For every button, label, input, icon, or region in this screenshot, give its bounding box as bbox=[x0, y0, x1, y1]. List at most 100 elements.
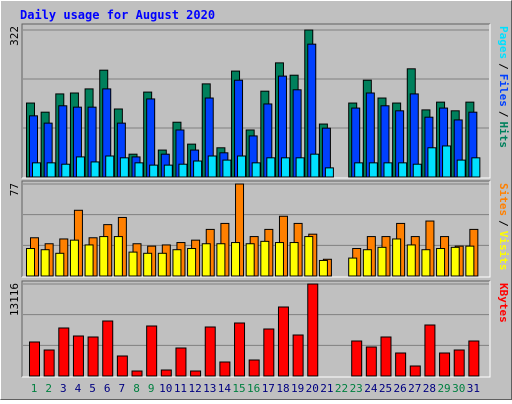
bar bbox=[134, 162, 144, 178]
bar bbox=[354, 162, 364, 178]
bar bbox=[187, 248, 197, 277]
bar bbox=[406, 244, 416, 277]
panel-edge-light bbox=[22, 181, 491, 278]
bar bbox=[201, 243, 211, 277]
legend-separator: / bbox=[497, 111, 510, 118]
bar bbox=[32, 162, 41, 178]
legend: Pages / Files / Hits bbox=[497, 26, 510, 148]
x-tick-label: 13 bbox=[203, 382, 216, 395]
bar bbox=[237, 155, 247, 178]
bar bbox=[453, 349, 465, 377]
legend-entry: KBytes bbox=[497, 283, 510, 323]
bar bbox=[380, 336, 392, 377]
bar bbox=[292, 334, 304, 377]
x-tick-label: 20 bbox=[306, 382, 319, 395]
bar bbox=[119, 157, 129, 178]
x-tick-label: 26 bbox=[394, 382, 407, 395]
bar bbox=[383, 162, 393, 178]
panel-edge-dark bbox=[21, 23, 490, 178]
x-tick-label: 25 bbox=[379, 382, 392, 395]
x-tick-label: 19 bbox=[291, 382, 304, 395]
bar bbox=[274, 242, 284, 277]
bar bbox=[143, 252, 153, 277]
bar bbox=[412, 163, 422, 178]
bar bbox=[263, 328, 275, 377]
bar bbox=[439, 352, 451, 377]
bar bbox=[204, 326, 216, 377]
bar bbox=[471, 157, 481, 178]
bar bbox=[362, 249, 372, 277]
bar bbox=[216, 243, 226, 277]
bar bbox=[280, 157, 290, 178]
bar bbox=[72, 335, 84, 377]
bar bbox=[90, 161, 100, 178]
bar bbox=[231, 242, 241, 277]
bar bbox=[105, 155, 115, 178]
x-tick-label: 4 bbox=[75, 382, 82, 395]
bar bbox=[219, 361, 231, 377]
bar bbox=[163, 164, 173, 178]
x-tick-label: 9 bbox=[148, 382, 155, 395]
bar bbox=[310, 153, 320, 178]
y-tick-label: 77 bbox=[8, 183, 21, 196]
bar bbox=[102, 320, 114, 377]
bar bbox=[245, 243, 255, 277]
legend-separator: / bbox=[497, 63, 510, 70]
x-tick-label: 21 bbox=[320, 382, 333, 395]
bar bbox=[172, 249, 182, 277]
bar bbox=[421, 249, 431, 277]
x-tick-label: 18 bbox=[276, 382, 289, 395]
x-tick-label: 11 bbox=[174, 382, 187, 395]
bar bbox=[75, 156, 85, 178]
bar bbox=[46, 162, 56, 178]
bar bbox=[58, 327, 70, 377]
panel-edge-light bbox=[22, 24, 491, 179]
bar bbox=[398, 162, 408, 178]
x-tick-label: 1 bbox=[31, 382, 38, 395]
legend-entry: Files bbox=[497, 74, 510, 107]
x-tick-label: 24 bbox=[364, 382, 378, 395]
bar bbox=[116, 355, 128, 377]
bar bbox=[260, 240, 270, 277]
x-tick-label: 15 bbox=[232, 382, 245, 395]
bar bbox=[295, 157, 305, 178]
x-tick-label: 3 bbox=[60, 382, 67, 395]
panel-edge-dark bbox=[21, 280, 490, 377]
x-tick-label: 6 bbox=[104, 382, 111, 395]
bar bbox=[436, 248, 446, 277]
bar bbox=[251, 162, 261, 178]
bar bbox=[87, 336, 99, 377]
bar bbox=[234, 322, 246, 377]
bar bbox=[160, 369, 172, 377]
bar bbox=[149, 164, 159, 178]
x-tick-label: 17 bbox=[262, 382, 275, 395]
legend: Sites / Visits bbox=[497, 183, 510, 271]
bar bbox=[427, 147, 437, 178]
bar bbox=[289, 242, 299, 277]
x-tick-label: 7 bbox=[119, 382, 126, 395]
x-tick-label: 16 bbox=[247, 382, 260, 395]
x-tick-label: 8 bbox=[133, 382, 140, 395]
bar bbox=[468, 340, 480, 377]
legend: KBytes bbox=[497, 283, 510, 323]
y-tick-label: 13116 bbox=[8, 283, 21, 316]
bar bbox=[175, 347, 187, 377]
bar bbox=[207, 155, 217, 178]
bar bbox=[84, 244, 94, 277]
x-tick-label: 22 bbox=[335, 382, 348, 395]
bar bbox=[222, 159, 232, 178]
bar bbox=[157, 252, 167, 277]
bar bbox=[368, 162, 378, 178]
bar bbox=[392, 238, 402, 277]
bar bbox=[351, 340, 363, 377]
bar bbox=[193, 160, 203, 178]
x-tick-label: 23 bbox=[350, 382, 363, 395]
bar bbox=[465, 245, 475, 277]
bar bbox=[324, 167, 334, 178]
panel-edge-dark bbox=[21, 180, 490, 277]
bar bbox=[55, 252, 65, 277]
x-tick-label: 2 bbox=[45, 382, 52, 395]
x-tick-label: 28 bbox=[423, 382, 436, 395]
bar bbox=[128, 251, 138, 277]
